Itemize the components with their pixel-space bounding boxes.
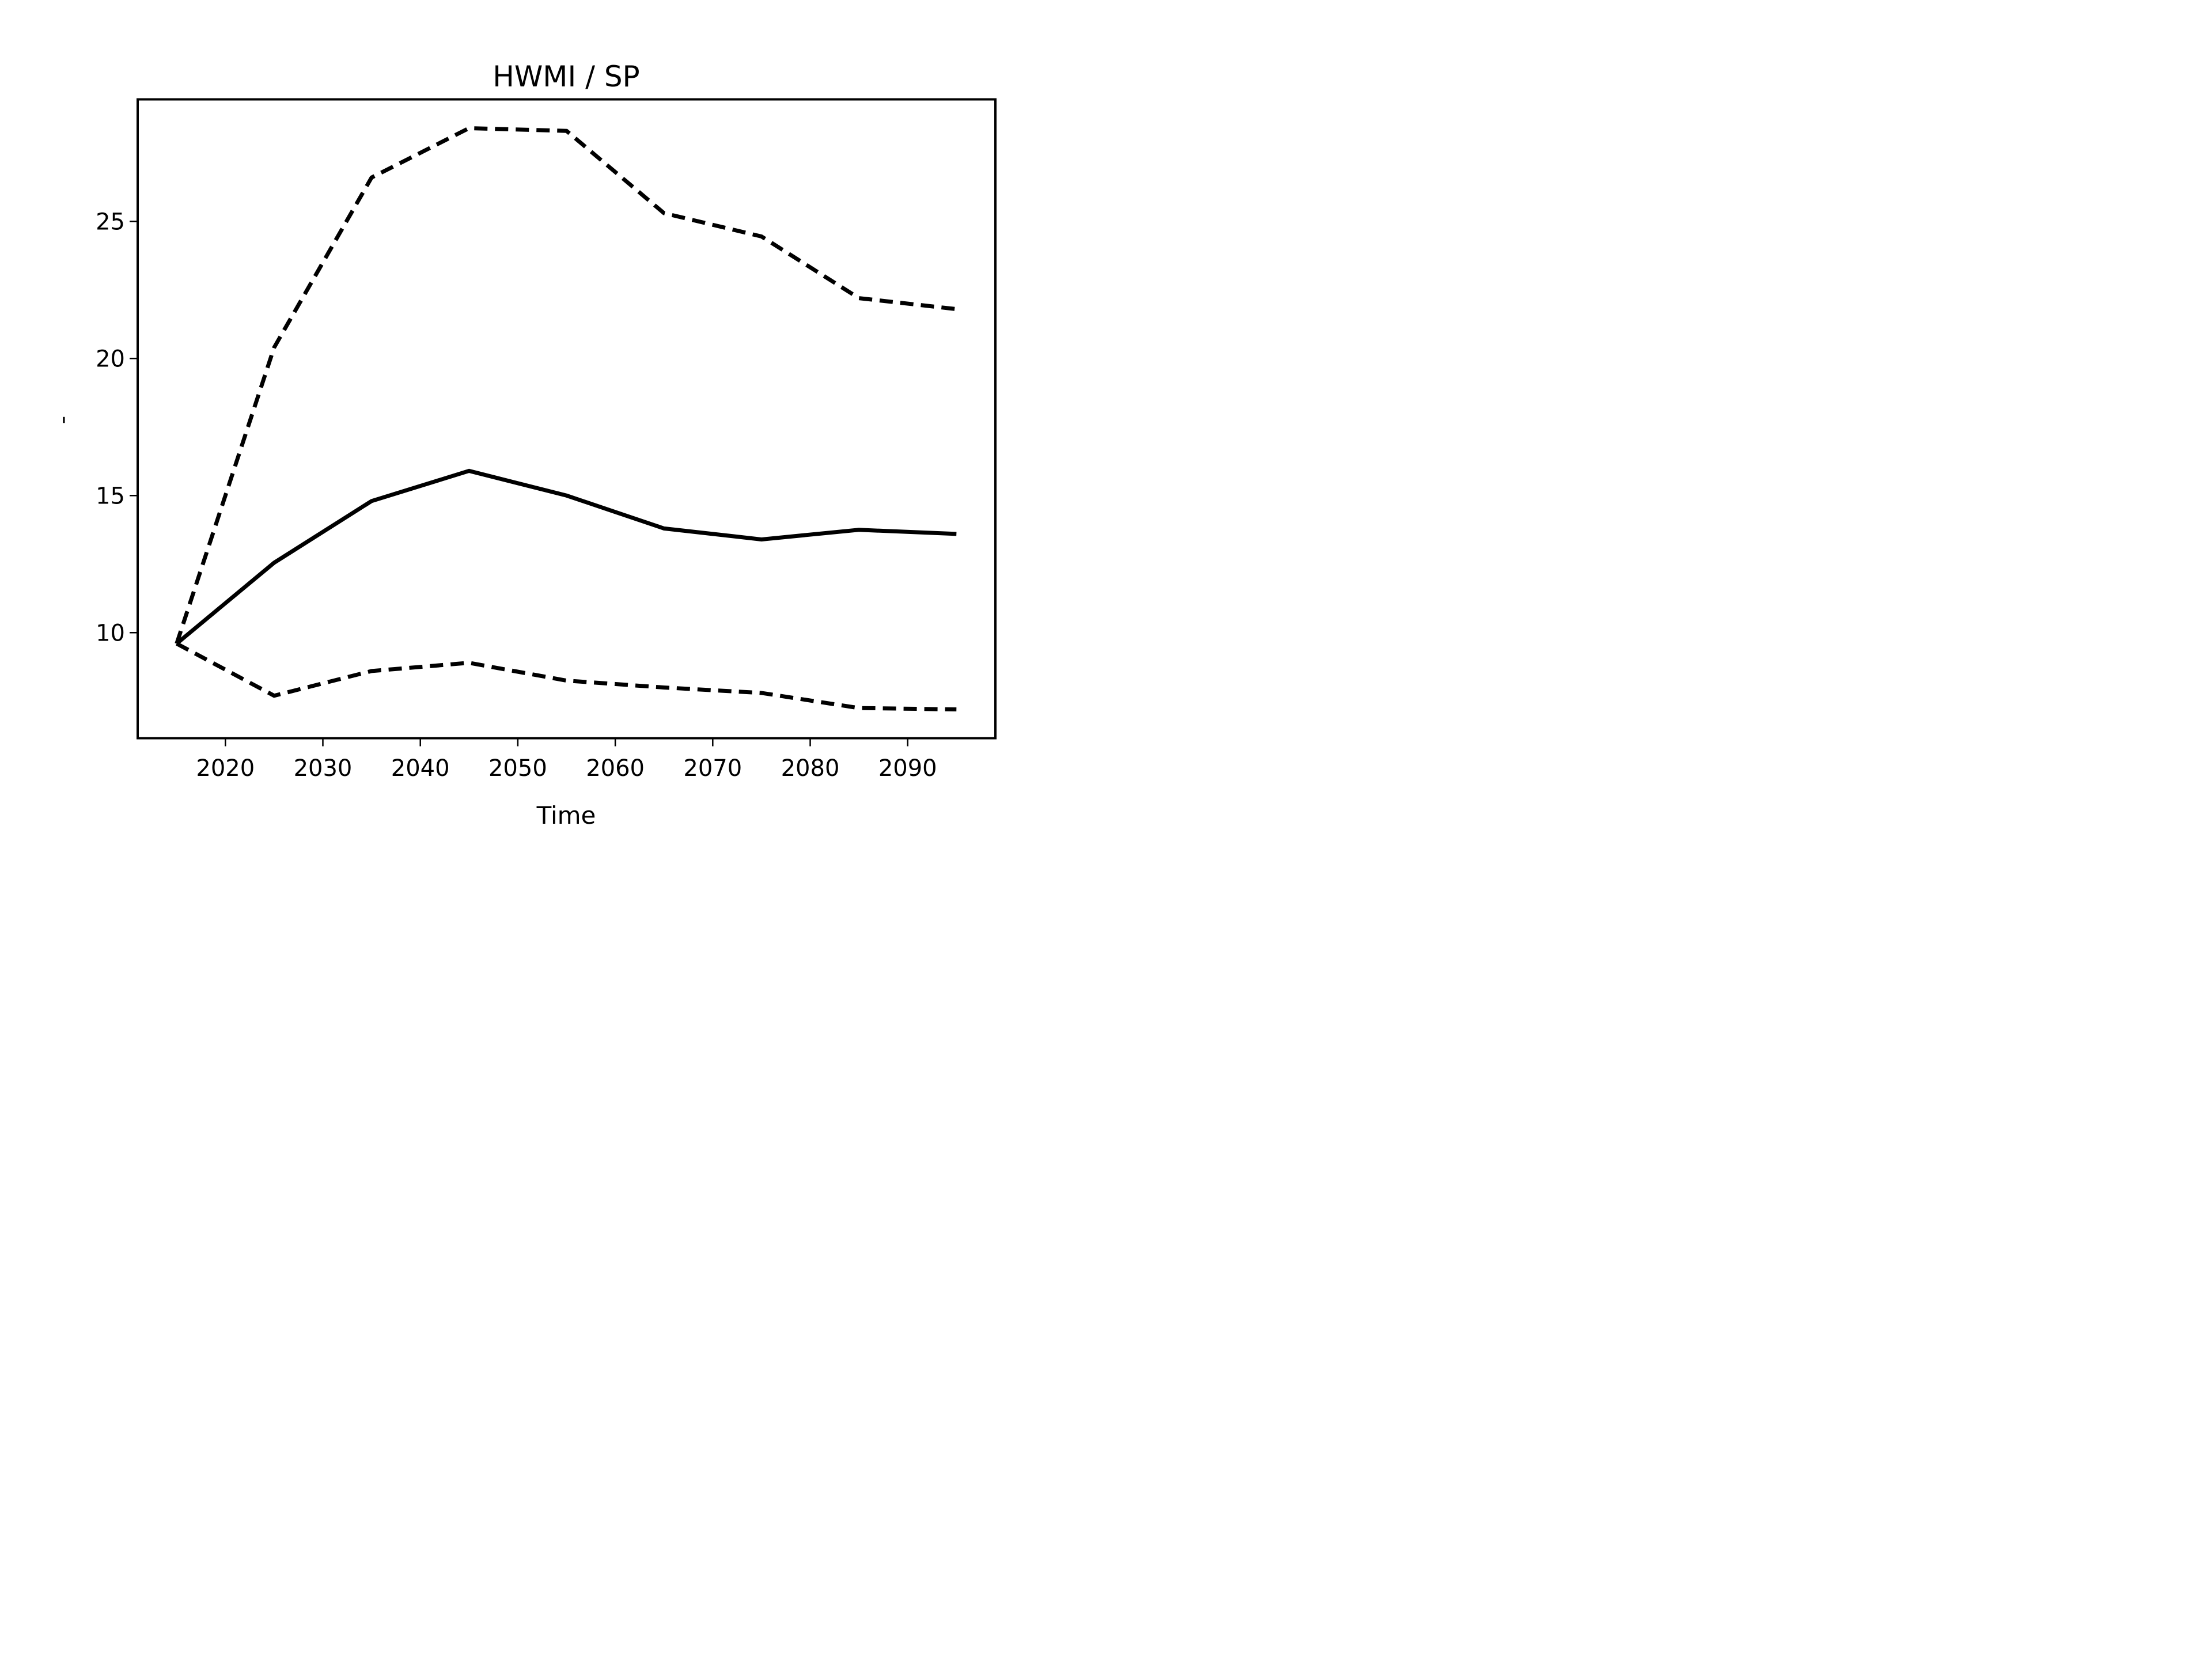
x-tick-label: 2080 [781,755,840,782]
y-axis-label: - [50,416,76,424]
x-tick-label: 2050 [488,755,547,782]
x-tick-label: 2060 [586,755,645,782]
x-tick-label: 2020 [196,755,255,782]
series-lower-bound [176,642,957,712]
chart-title: HWMI / SP [493,60,639,93]
series-upper-bound [175,126,957,645]
x-tick-label: 2090 [878,755,937,782]
y-tick-label: 25 [96,209,125,235]
x-tick-label: 2030 [294,755,353,782]
x-axis-label: Time [536,801,596,830]
y-tick-label: 15 [96,483,125,509]
y-tick-label: 20 [96,346,125,372]
y-tick-label: 10 [96,620,125,646]
x-tick-label: 2070 [683,755,742,782]
line-chart: 2020 2030 2040 2050 2060 2070 2080 2090 10 15 20 25… [50,60,997,830]
figure: 2020 2030 2040 2050 2060 2070 2080 2090 10 15 20 25… [0,0,1106,830]
x-tick-label: 2040 [391,755,450,782]
plot-area: 2020 2030 2040 2050 2060 2070 2080 2090 10 15 20 25 [96,98,997,782]
axes-spines [137,98,997,740]
series-median [175,468,957,645]
